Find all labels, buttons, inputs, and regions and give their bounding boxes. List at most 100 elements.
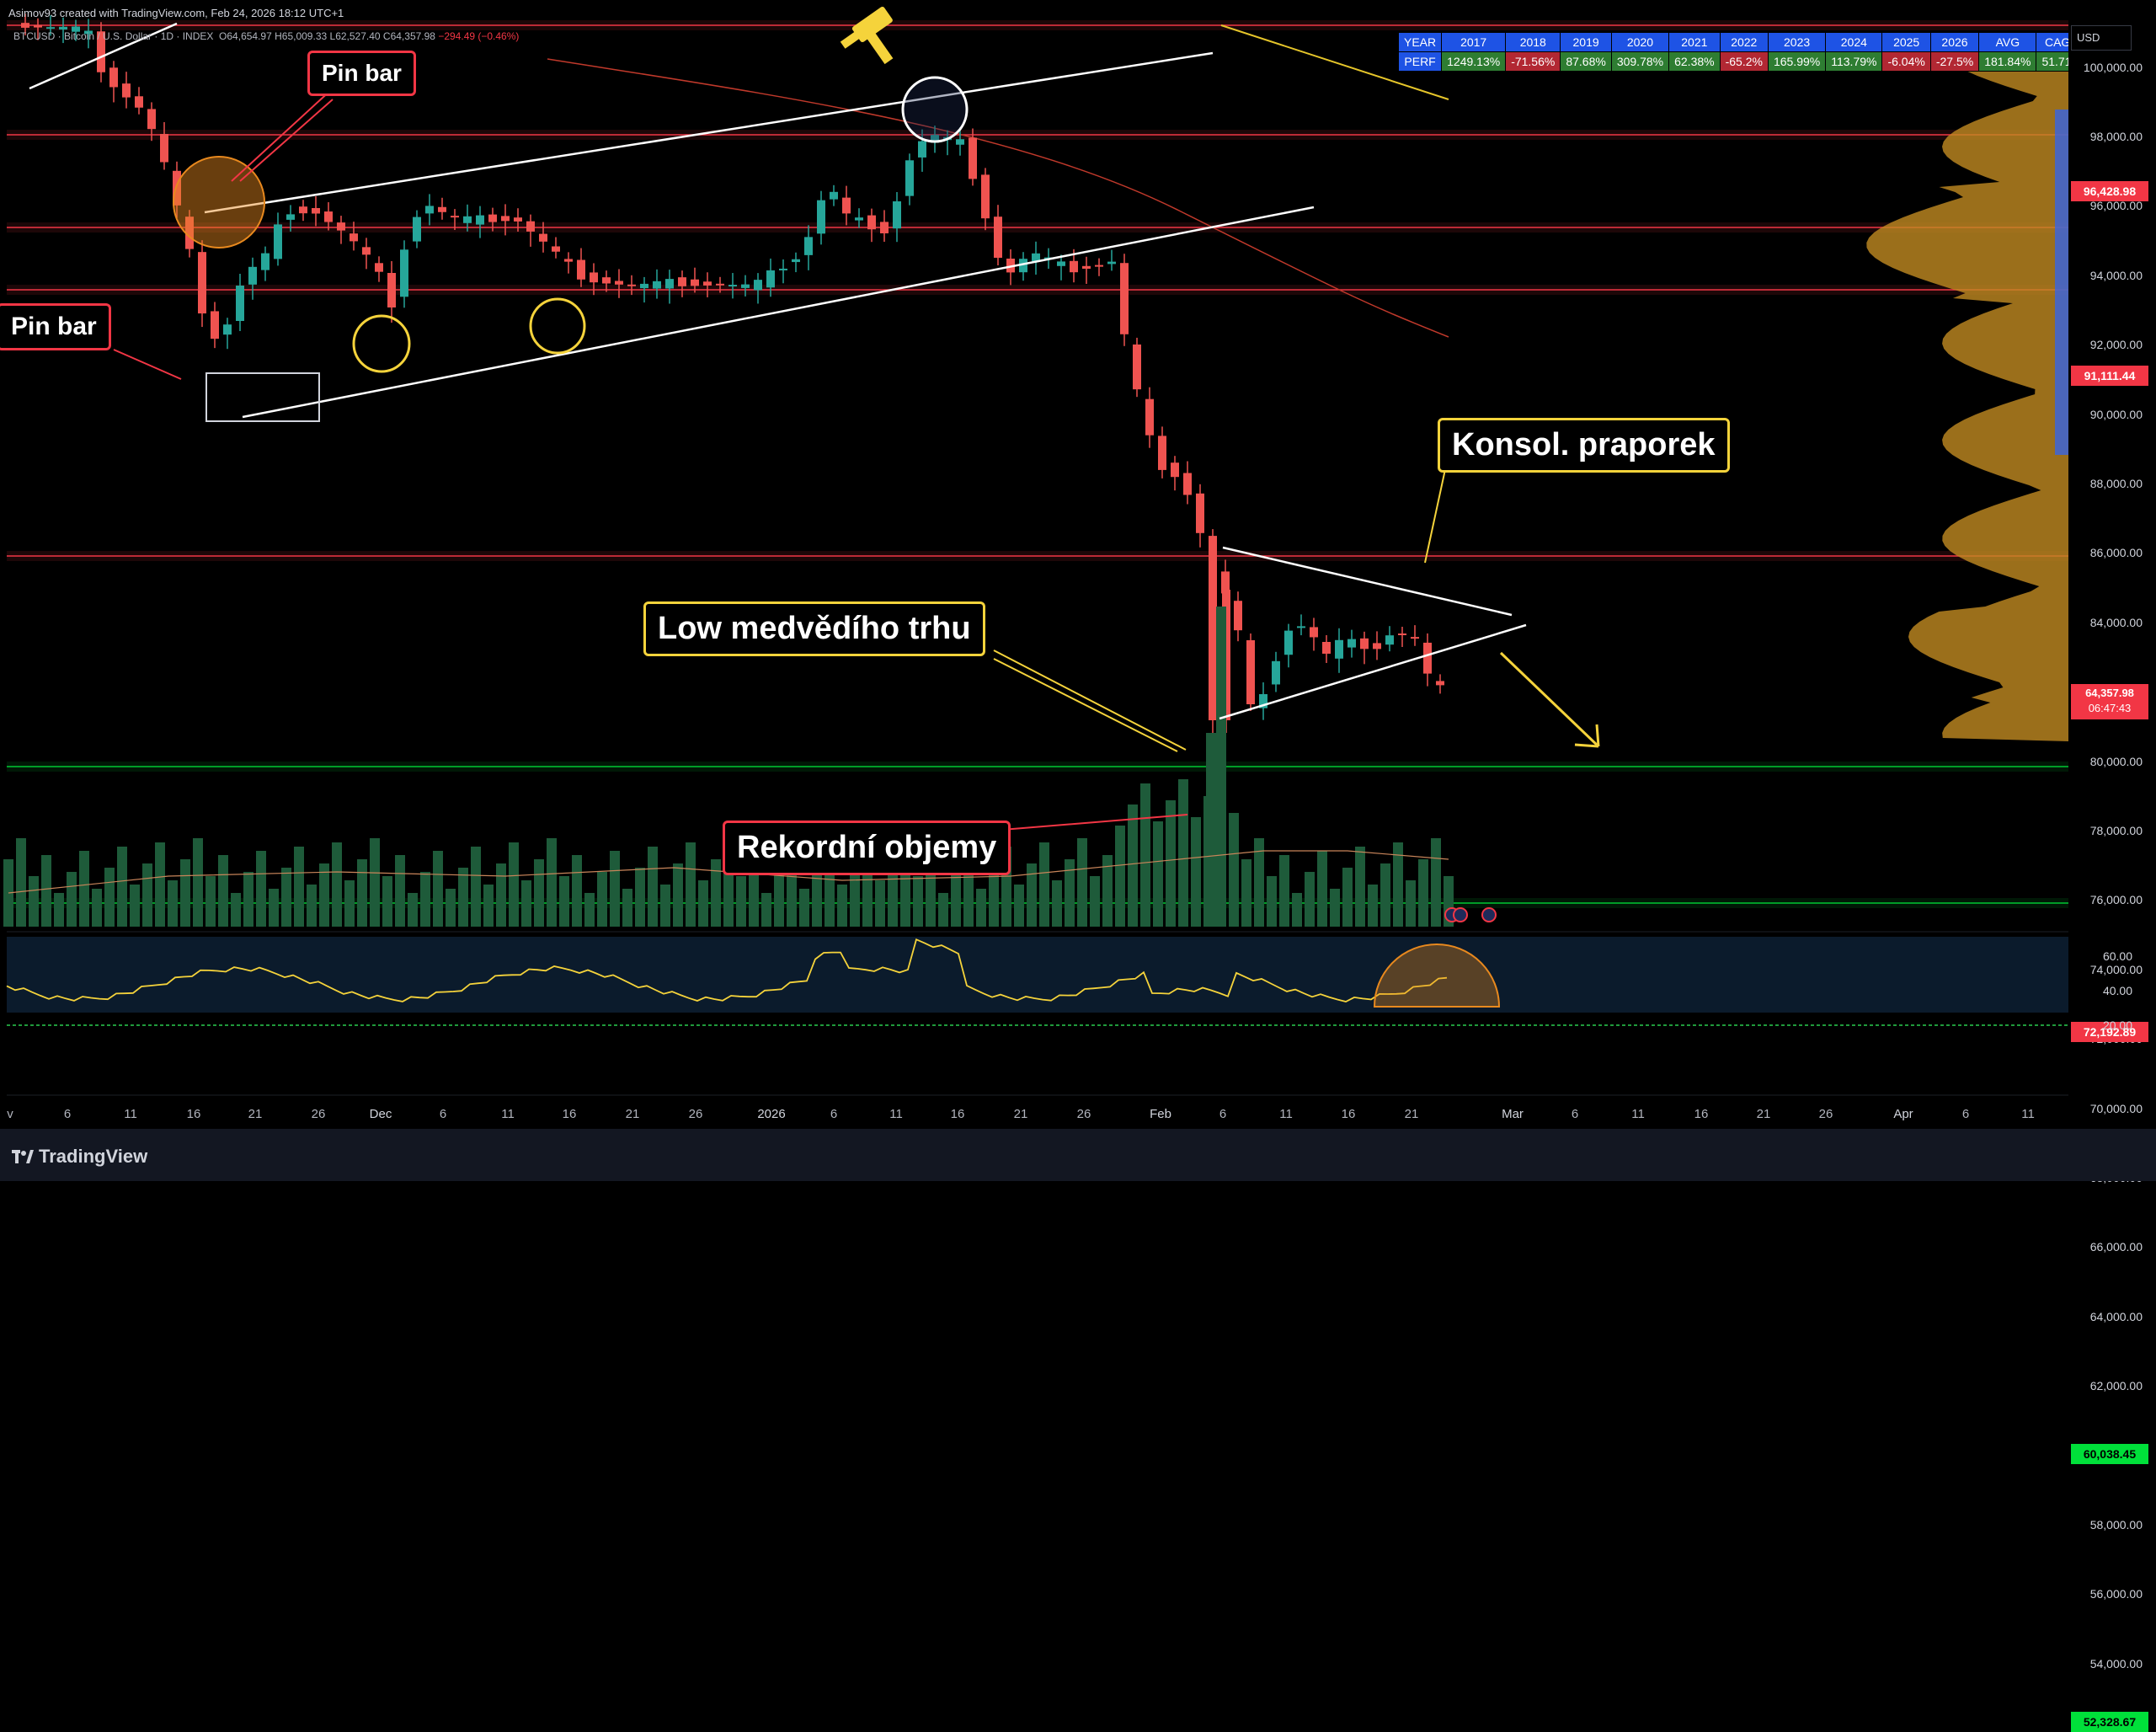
volume-bar bbox=[521, 880, 531, 927]
volume-bar bbox=[79, 851, 89, 927]
volume-bar bbox=[92, 889, 102, 927]
volume-profile bbox=[1866, 51, 2068, 741]
channel-upper-line bbox=[204, 51, 1214, 214]
perf-header-cell: YEAR bbox=[1397, 32, 1443, 52]
volume-bar bbox=[231, 893, 241, 927]
volume-bar bbox=[395, 855, 405, 927]
candle-body bbox=[855, 217, 863, 221]
candle-body bbox=[1335, 639, 1343, 659]
perf-header-cell: 2018 bbox=[1505, 32, 1561, 52]
candle-body bbox=[1145, 398, 1154, 436]
volume-bar bbox=[130, 885, 140, 927]
candle-body bbox=[969, 137, 977, 179]
time-tick-label: Mar bbox=[1502, 1107, 1524, 1121]
rsi-line bbox=[6, 938, 1448, 1002]
price-tick-label: 80,000.00 bbox=[2089, 754, 2143, 768]
pin-bar-circle bbox=[173, 156, 265, 249]
candle-body bbox=[1095, 265, 1103, 267]
candle-body bbox=[299, 206, 307, 214]
candle-body bbox=[893, 201, 901, 229]
symbol-name[interactable]: BTCUSD · Bitcoin / U.S. Dollar · 1D · IN… bbox=[13, 30, 214, 42]
time-tick-label: 11 bbox=[2021, 1107, 2035, 1121]
volume-bar bbox=[913, 876, 923, 927]
volume-bar bbox=[635, 868, 645, 927]
candle-body bbox=[84, 30, 93, 35]
volume-bar bbox=[117, 847, 127, 927]
volume-bar bbox=[774, 872, 784, 927]
perf-header-cell: 2019 bbox=[1560, 32, 1612, 52]
time-tick-label: 26 bbox=[311, 1107, 326, 1121]
support-circle-1 bbox=[352, 314, 411, 373]
change-value: −294.49 (−0.46%) bbox=[438, 30, 520, 42]
volume-bar bbox=[951, 872, 961, 927]
candle-body bbox=[931, 135, 939, 143]
price-tick-label: 92,000.00 bbox=[2089, 338, 2143, 352]
candle-body bbox=[1221, 571, 1230, 594]
volume-bar bbox=[1279, 855, 1289, 927]
volume-bar bbox=[41, 855, 51, 927]
volume-bar bbox=[850, 863, 860, 927]
volume-bar bbox=[875, 880, 885, 927]
price-tick-label: 66,000.00 bbox=[2089, 1240, 2143, 1254]
candle-body bbox=[691, 279, 699, 286]
perf-header-cell: 2026 bbox=[1929, 32, 1980, 52]
volume-bar bbox=[534, 859, 544, 927]
candle-body bbox=[842, 197, 851, 214]
price-tick-label: 100,000.00 bbox=[2083, 60, 2143, 74]
volume-bar bbox=[711, 859, 721, 927]
volume-bar bbox=[622, 889, 632, 927]
candle-body bbox=[46, 27, 55, 29]
volume-bar bbox=[294, 847, 304, 927]
volume-spike bbox=[1206, 733, 1219, 927]
time-tick-label: 11 bbox=[889, 1107, 903, 1121]
price-level-tag: 52,328.67 bbox=[2071, 1711, 2148, 1732]
candle-body bbox=[526, 221, 535, 232]
rsi-band bbox=[7, 937, 2068, 1013]
candle-body bbox=[830, 191, 838, 200]
candle-body bbox=[1436, 681, 1444, 686]
price-level-tag: 60,038.45 bbox=[2071, 1443, 2148, 1464]
candle-body bbox=[728, 285, 737, 287]
volume-bar bbox=[420, 872, 430, 927]
low-bear-pointer bbox=[993, 650, 1187, 752]
currency-selector[interactable]: USD bbox=[2071, 25, 2132, 51]
candle-body bbox=[21, 23, 29, 28]
volume-bar bbox=[332, 842, 342, 927]
price-tick-label: 90,000.00 bbox=[2089, 407, 2143, 421]
price-tick-label: 86,000.00 bbox=[2089, 546, 2143, 560]
time-tick-label: 6 bbox=[830, 1107, 838, 1121]
volume-bar bbox=[193, 838, 203, 927]
time-axis[interactable]: v 6 11 16 21 26 Dec 6 11 16 21 26 2026 6 11 16 21 26 Feb 6 1… bbox=[0, 1095, 2068, 1129]
time-tick-label: 6 bbox=[1571, 1107, 1579, 1121]
volume-bar bbox=[888, 859, 898, 927]
candle-body bbox=[1107, 261, 1116, 265]
volume-ma-line bbox=[8, 850, 1449, 894]
callout-pin-bar-left: Pin bar bbox=[0, 303, 111, 350]
volume-bar bbox=[660, 885, 670, 927]
candle-body bbox=[981, 174, 990, 219]
close-value: C64,357.98 bbox=[382, 30, 435, 42]
time-tick-label: 16 bbox=[950, 1107, 965, 1121]
pin-bar-box bbox=[205, 372, 320, 422]
callout-record-volume: Rekordní objemy bbox=[723, 821, 1011, 875]
volume-bar bbox=[1039, 842, 1049, 927]
time-tick-label: 16 bbox=[1341, 1107, 1356, 1121]
volume-bar bbox=[584, 893, 595, 927]
volume-bar bbox=[1052, 880, 1062, 927]
price-level-tag: 72,192.89 bbox=[2071, 1022, 2148, 1043]
volume-bar bbox=[1305, 872, 1315, 927]
time-tick-label: 16 bbox=[1694, 1107, 1709, 1121]
time-tick-label: 6 bbox=[1219, 1107, 1227, 1121]
perf-value-cell: 62.38% bbox=[1668, 51, 1721, 72]
price-tick-label: 76,000.00 bbox=[2089, 893, 2143, 907]
tradingview-logo[interactable]: TradingView bbox=[12, 1146, 147, 1168]
volume-bar bbox=[1140, 783, 1150, 927]
volume-bar bbox=[142, 863, 152, 927]
rsi-tick-label: 40.00 bbox=[2102, 984, 2132, 997]
candle-body bbox=[766, 270, 775, 288]
candle-body bbox=[1322, 642, 1331, 654]
chart-canvas[interactable] bbox=[0, 0, 2156, 1181]
candle-body bbox=[413, 216, 421, 242]
candle-body bbox=[185, 216, 194, 249]
candle-body bbox=[1032, 253, 1040, 261]
